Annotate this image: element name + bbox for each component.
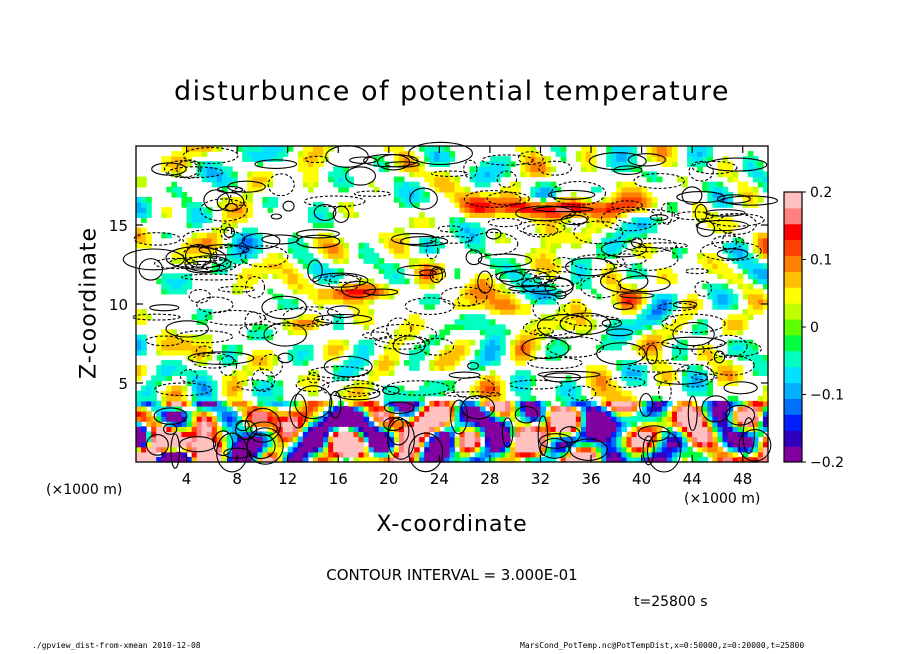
- x-tick-label: 16: [329, 470, 348, 488]
- footer-left: ./gpview_dist-from-xmean 2010-12-08: [32, 641, 201, 650]
- x-tick-label: 32: [531, 470, 550, 488]
- colorbar: 0.2 0.1 0 −0.1 −0.2: [783, 185, 844, 471]
- x-axis-label: X-coordinate: [376, 512, 528, 537]
- y-axis-label: Z-coordinate: [76, 227, 102, 379]
- colorbar-segment: [784, 223, 802, 241]
- colorbar-segment: [784, 192, 802, 209]
- y-tick-label: 10: [109, 296, 128, 314]
- chart-title: disturbunce of potential temperature: [174, 76, 730, 107]
- colorbar-tick-label: 0.2: [810, 185, 832, 201]
- colorbar-segment: [784, 207, 802, 225]
- y-tick-label: 15: [109, 217, 128, 235]
- x-tick-label: 48: [733, 470, 752, 488]
- y-tick-label: 5: [118, 375, 128, 393]
- colorbar-segment: [784, 334, 802, 352]
- time-label: t=25800 s: [634, 594, 708, 610]
- colorbar-segment: [784, 271, 802, 288]
- colorbar-segment: [784, 319, 802, 336]
- footer-right: MarsCond_PotTemp.nc@PotTempDist,x=0:5000…: [520, 641, 805, 650]
- x-tick-label: 44: [683, 470, 702, 488]
- colorbar-tick-label: −0.2: [810, 455, 844, 471]
- x-tick-label: 36: [581, 470, 600, 488]
- colorbar-tick-label: 0: [810, 320, 819, 336]
- colorbar-tick-label: −0.1: [810, 388, 844, 404]
- colorbar-segment: [784, 350, 802, 368]
- colorbar-segment: [784, 303, 802, 320]
- y-axis-unit: (×1000 m): [46, 482, 123, 498]
- x-tick-label: 28: [480, 470, 499, 488]
- x-tick-label: 8: [232, 470, 242, 488]
- contour-lines: [122, 141, 778, 473]
- x-tick-label: 12: [278, 470, 297, 488]
- x-tick-label: 24: [430, 470, 449, 488]
- x-tick-label: 40: [632, 470, 651, 488]
- colorbar-tick-label: 0.1: [810, 253, 832, 269]
- colorbar-segment: [784, 255, 802, 272]
- colorbar-segment: [784, 430, 802, 447]
- colorbar-segment: [784, 382, 802, 399]
- colorbar-segment: [784, 287, 802, 304]
- x-tick-label: 4: [182, 470, 192, 488]
- x-tick-label: 20: [379, 470, 398, 488]
- colorbar-segment: [784, 239, 802, 257]
- contour-interval-label: CONTOUR INTERVAL = 3.000E-01: [326, 566, 578, 584]
- x-axis-unit: (×1000 m): [684, 491, 761, 507]
- colorbar-segment: [784, 398, 802, 415]
- colorbar-segment: [784, 446, 802, 463]
- colorbar-segment: [784, 366, 802, 384]
- colorbar-segment: [784, 414, 802, 431]
